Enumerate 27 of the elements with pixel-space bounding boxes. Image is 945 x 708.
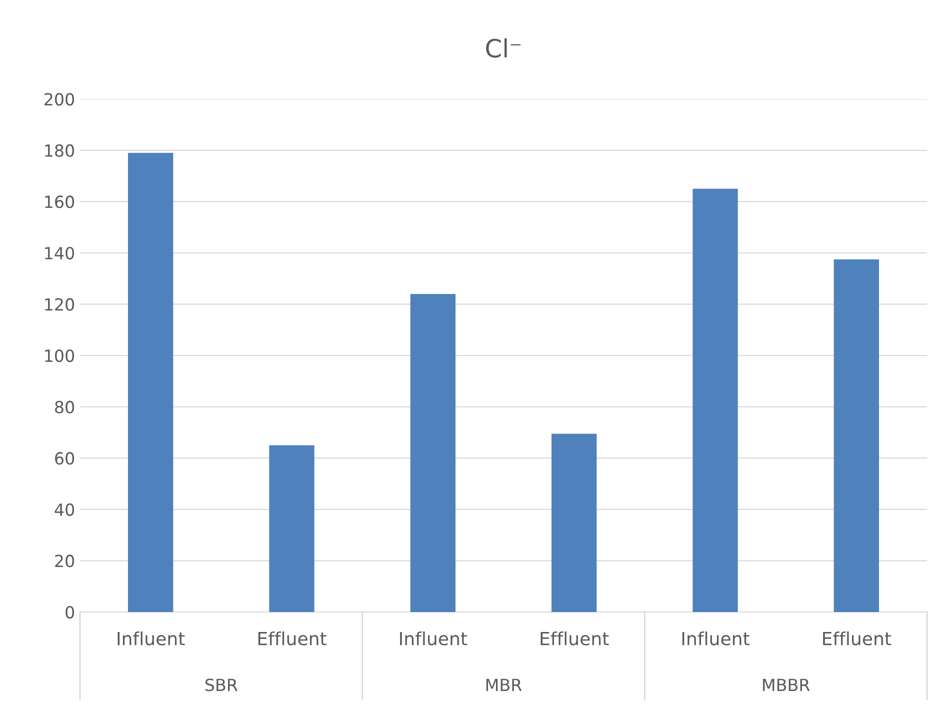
y-tick-label: 200 <box>44 92 74 106</box>
y-tick-label: 180 <box>45 144 74 157</box>
y-tick-label: 0 <box>66 606 74 619</box>
text: MBBR <box>763 678 810 691</box>
y-tick-label: 20 <box>55 554 74 568</box>
bar <box>410 294 456 612</box>
x-tick-label: Effluent <box>823 631 892 646</box>
y-tick-label: 80 <box>55 400 74 414</box>
text: SBR <box>205 678 238 692</box>
y-tick-label: 160 <box>45 196 74 208</box>
bar <box>834 259 880 612</box>
bar <box>128 152 174 612</box>
y-tick-label: 60 <box>55 452 74 465</box>
x-tick-label: Influent <box>400 631 468 646</box>
bar <box>692 188 738 612</box>
bar <box>269 445 314 612</box>
bar <box>551 434 597 612</box>
y-tick-label: 120 <box>45 298 74 311</box>
x-tick-label: Effluent <box>540 631 609 646</box>
y-tick-label: 40 <box>54 503 74 516</box>
y-tick-label: 100 <box>45 349 74 362</box>
x-tick-label: Influent <box>682 631 750 646</box>
x-tick-label: Effluent <box>258 631 326 646</box>
chart-title: Cl⁻ <box>486 38 521 58</box>
text: MBR <box>486 678 522 691</box>
x-tick-label: Influent <box>118 631 185 646</box>
y-tick-label: 140 <box>45 246 74 260</box>
